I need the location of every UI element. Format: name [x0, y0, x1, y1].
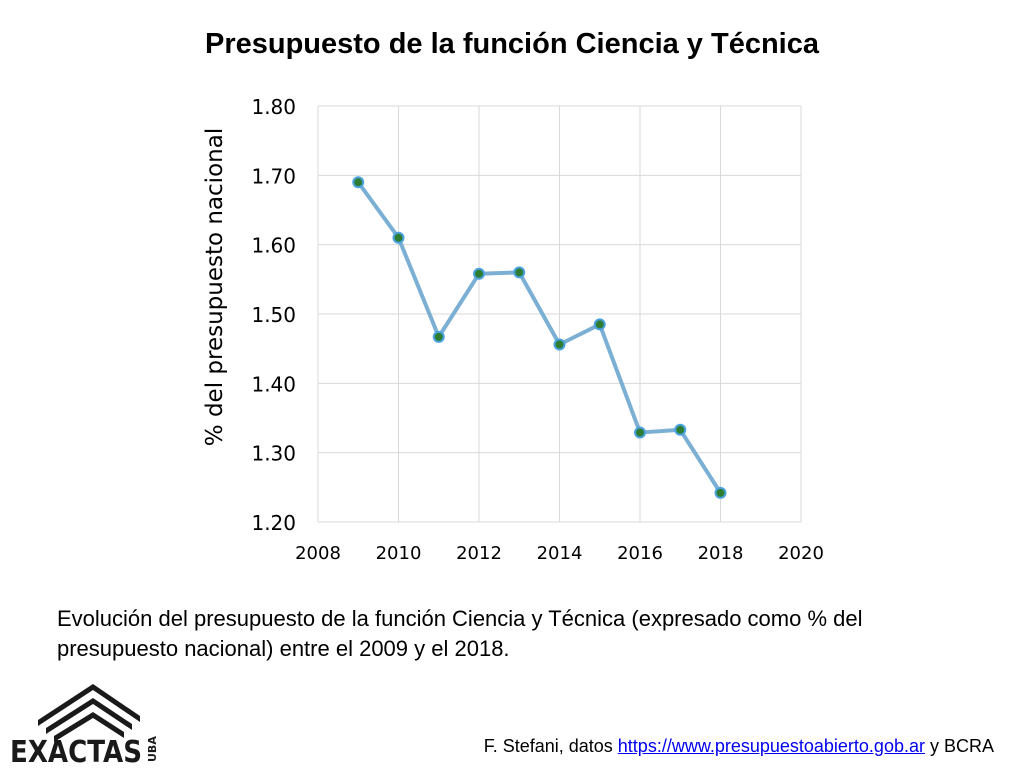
- x-tick-label: 2014: [537, 543, 583, 564]
- x-tick-label: 2008: [295, 543, 341, 564]
- y-tick-label: 1.60: [251, 234, 296, 258]
- data-point: [392, 231, 405, 244]
- logo-roof-icon: [38, 684, 140, 742]
- x-tick-label: 2012: [456, 543, 502, 564]
- chart-series: [352, 176, 727, 499]
- data-point: [714, 486, 727, 499]
- x-tick-label: 2010: [376, 543, 422, 564]
- y-tick-label: 1.50: [251, 303, 296, 327]
- y-tick-label: 1.70: [251, 164, 296, 188]
- data-point: [634, 426, 646, 439]
- y-tick-label: 1.20: [251, 511, 296, 535]
- y-axis-label: % del presupuesto nacional: [202, 128, 228, 446]
- x-tick-label: 2016: [617, 543, 663, 564]
- x-tick-label: 2020: [778, 543, 824, 564]
- credit-suffix: y BCRA: [924, 736, 994, 756]
- slide-caption: Evolución del presupuesto de la función …: [57, 606, 863, 661]
- source-link[interactable]: https://www.presupuestoabierto.gob.ar: [617, 736, 925, 756]
- x-tick-label: 2018: [698, 543, 744, 564]
- y-tick-label: 1.40: [251, 372, 296, 396]
- data-point: [432, 330, 445, 343]
- data-point: [473, 267, 485, 280]
- data-point: [553, 338, 566, 351]
- source-credit: F. Stefani, datos https://www.presupuest…: [484, 736, 994, 757]
- line-chart: 1.20 1.30 1.40 1.50 1.60 1.70 1.80 2008 2010 2012…: [202, 95, 824, 564]
- credit-prefix: F. Stefani, datos: [483, 736, 618, 756]
- data-point: [674, 423, 687, 436]
- chart-grid: [317, 105, 802, 523]
- logo-side-text: UBA: [146, 736, 159, 762]
- logo-text: EXACTAS: [10, 735, 142, 766]
- data-point: [593, 318, 606, 331]
- series-line: [356, 180, 723, 495]
- slide-title: Presupuesto de la función Ciencia y Técn…: [204, 28, 819, 60]
- data-point: [352, 176, 365, 189]
- y-tick-label: 1.30: [251, 442, 296, 466]
- y-tick-label: 1.80: [251, 95, 296, 119]
- data-point: [513, 266, 526, 279]
- exactas-uba-logo: EXACTAS UBA: [10, 684, 159, 766]
- chart-tick-labels: 1.20 1.30 1.40 1.50 1.60 1.70 1.80 2008 2010 2012…: [251, 95, 823, 564]
